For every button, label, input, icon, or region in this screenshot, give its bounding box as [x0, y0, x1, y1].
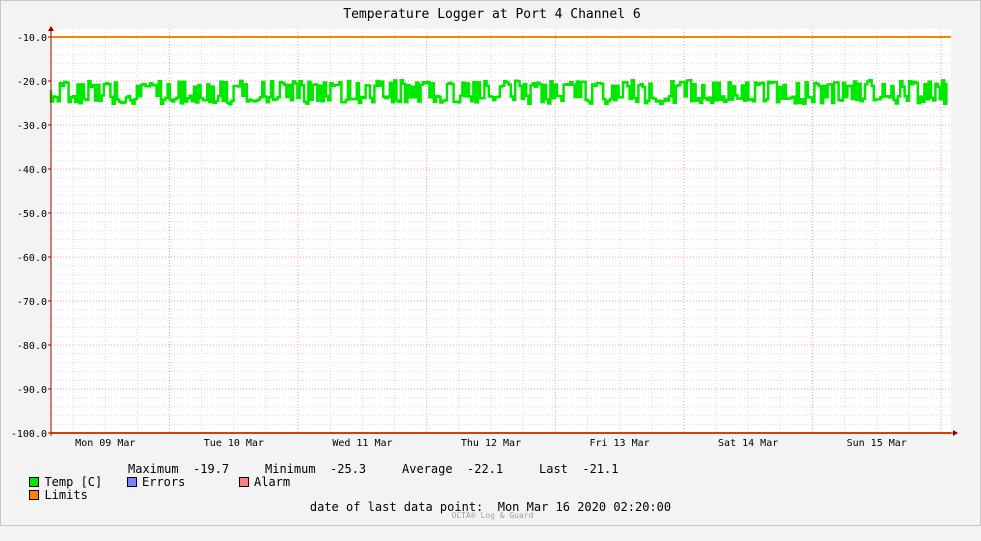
x-axis-arrow	[953, 430, 958, 436]
avg-stat: Average -22.1	[402, 463, 503, 476]
x-tick-label: Fri 13 Mar	[589, 438, 649, 449]
y-tick-label: -60.0	[17, 253, 47, 264]
x-tick-label: Sat 14 Mar	[718, 438, 778, 449]
errors-legend: Errors	[127, 476, 185, 489]
y-tick-label: -40.0	[17, 165, 47, 176]
y-tick-label: -100.0	[11, 429, 47, 440]
errors-legend-label: Errors	[142, 475, 186, 489]
x-axis-ticks: Mon 09 Mar Tue 10 Mar Wed 11 Mar Thu 12 Mar…	[75, 438, 907, 449]
y-tick-label: -20.0	[17, 77, 47, 88]
last-value: -21.1	[582, 462, 619, 476]
y-axis-arrow	[48, 26, 54, 31]
min-stat: Minimum -25.3	[265, 463, 366, 476]
alarm-legend: Alarm	[239, 476, 290, 489]
chart-title: Temperature Logger at Port 4 Channel 6	[343, 7, 640, 22]
errors-swatch	[127, 477, 137, 487]
temp-line	[49, 78, 948, 106]
last-stat: Last -21.1	[539, 463, 618, 476]
x-tick-label: Thu 12 Mar	[461, 438, 521, 449]
max-value: -19.7	[193, 462, 230, 476]
last-label: Last	[539, 462, 568, 476]
limits-legend-label: Limits	[44, 488, 88, 502]
y-axis-ticks: -10.0 -20.0 -30.0 -40.0 -50.0 -60.0 -70.0 -80.0…	[11, 33, 47, 440]
max-label: Maximum	[128, 462, 179, 476]
minor-grid	[51, 29, 951, 433]
y-tick-label: -90.0	[17, 385, 47, 396]
max-stat: Maximum -19.7	[128, 463, 229, 476]
axes	[48, 26, 958, 436]
limits-swatch	[29, 490, 40, 500]
min-label: Minimum	[265, 462, 316, 476]
y-tick-label: -50.0	[17, 209, 47, 220]
avg-label: Average	[402, 462, 453, 476]
alarm-legend-label: Alarm	[254, 475, 291, 489]
x-tick-label: Wed 11 Mar	[332, 438, 392, 449]
y-tick-label: -70.0	[17, 297, 47, 308]
credit-text: OCTA® Log & Guard	[451, 511, 534, 520]
alarm-swatch	[239, 477, 249, 487]
last-data-point-label: date of last data point:	[309, 500, 484, 514]
last-data-point: date of last data point: Mon Mar 16 2020…	[0, 500, 981, 514]
y-tick-label: -10.0	[17, 33, 47, 44]
avg-value: -22.1	[467, 462, 504, 476]
x-tick-label: Tue 10 Mar	[204, 438, 264, 449]
legend-row-2: Limits Errors Alarm	[15, 476, 290, 528]
y-tick-label: -30.0	[17, 121, 47, 132]
legend-row-1: Temp [C] Maximum -19.7 Minimum -25.3 Ave…	[15, 463, 618, 541]
last-data-point-value: Mon Mar 16 2020 02:20:00	[497, 500, 672, 514]
y-tick-label: -80.0	[17, 341, 47, 352]
temperature-chart: Temperature Logger at Port 4 Channel 6 -…	[11, 7, 958, 449]
x-tick-label: Mon 09 Mar	[75, 438, 135, 449]
x-tick-label: Sun 15 Mar	[847, 438, 907, 449]
temp-series	[49, 78, 948, 106]
temp-swatch	[29, 477, 40, 487]
temp-legend-label: Temp [C]	[44, 475, 103, 489]
min-value: -25.3	[330, 462, 367, 476]
